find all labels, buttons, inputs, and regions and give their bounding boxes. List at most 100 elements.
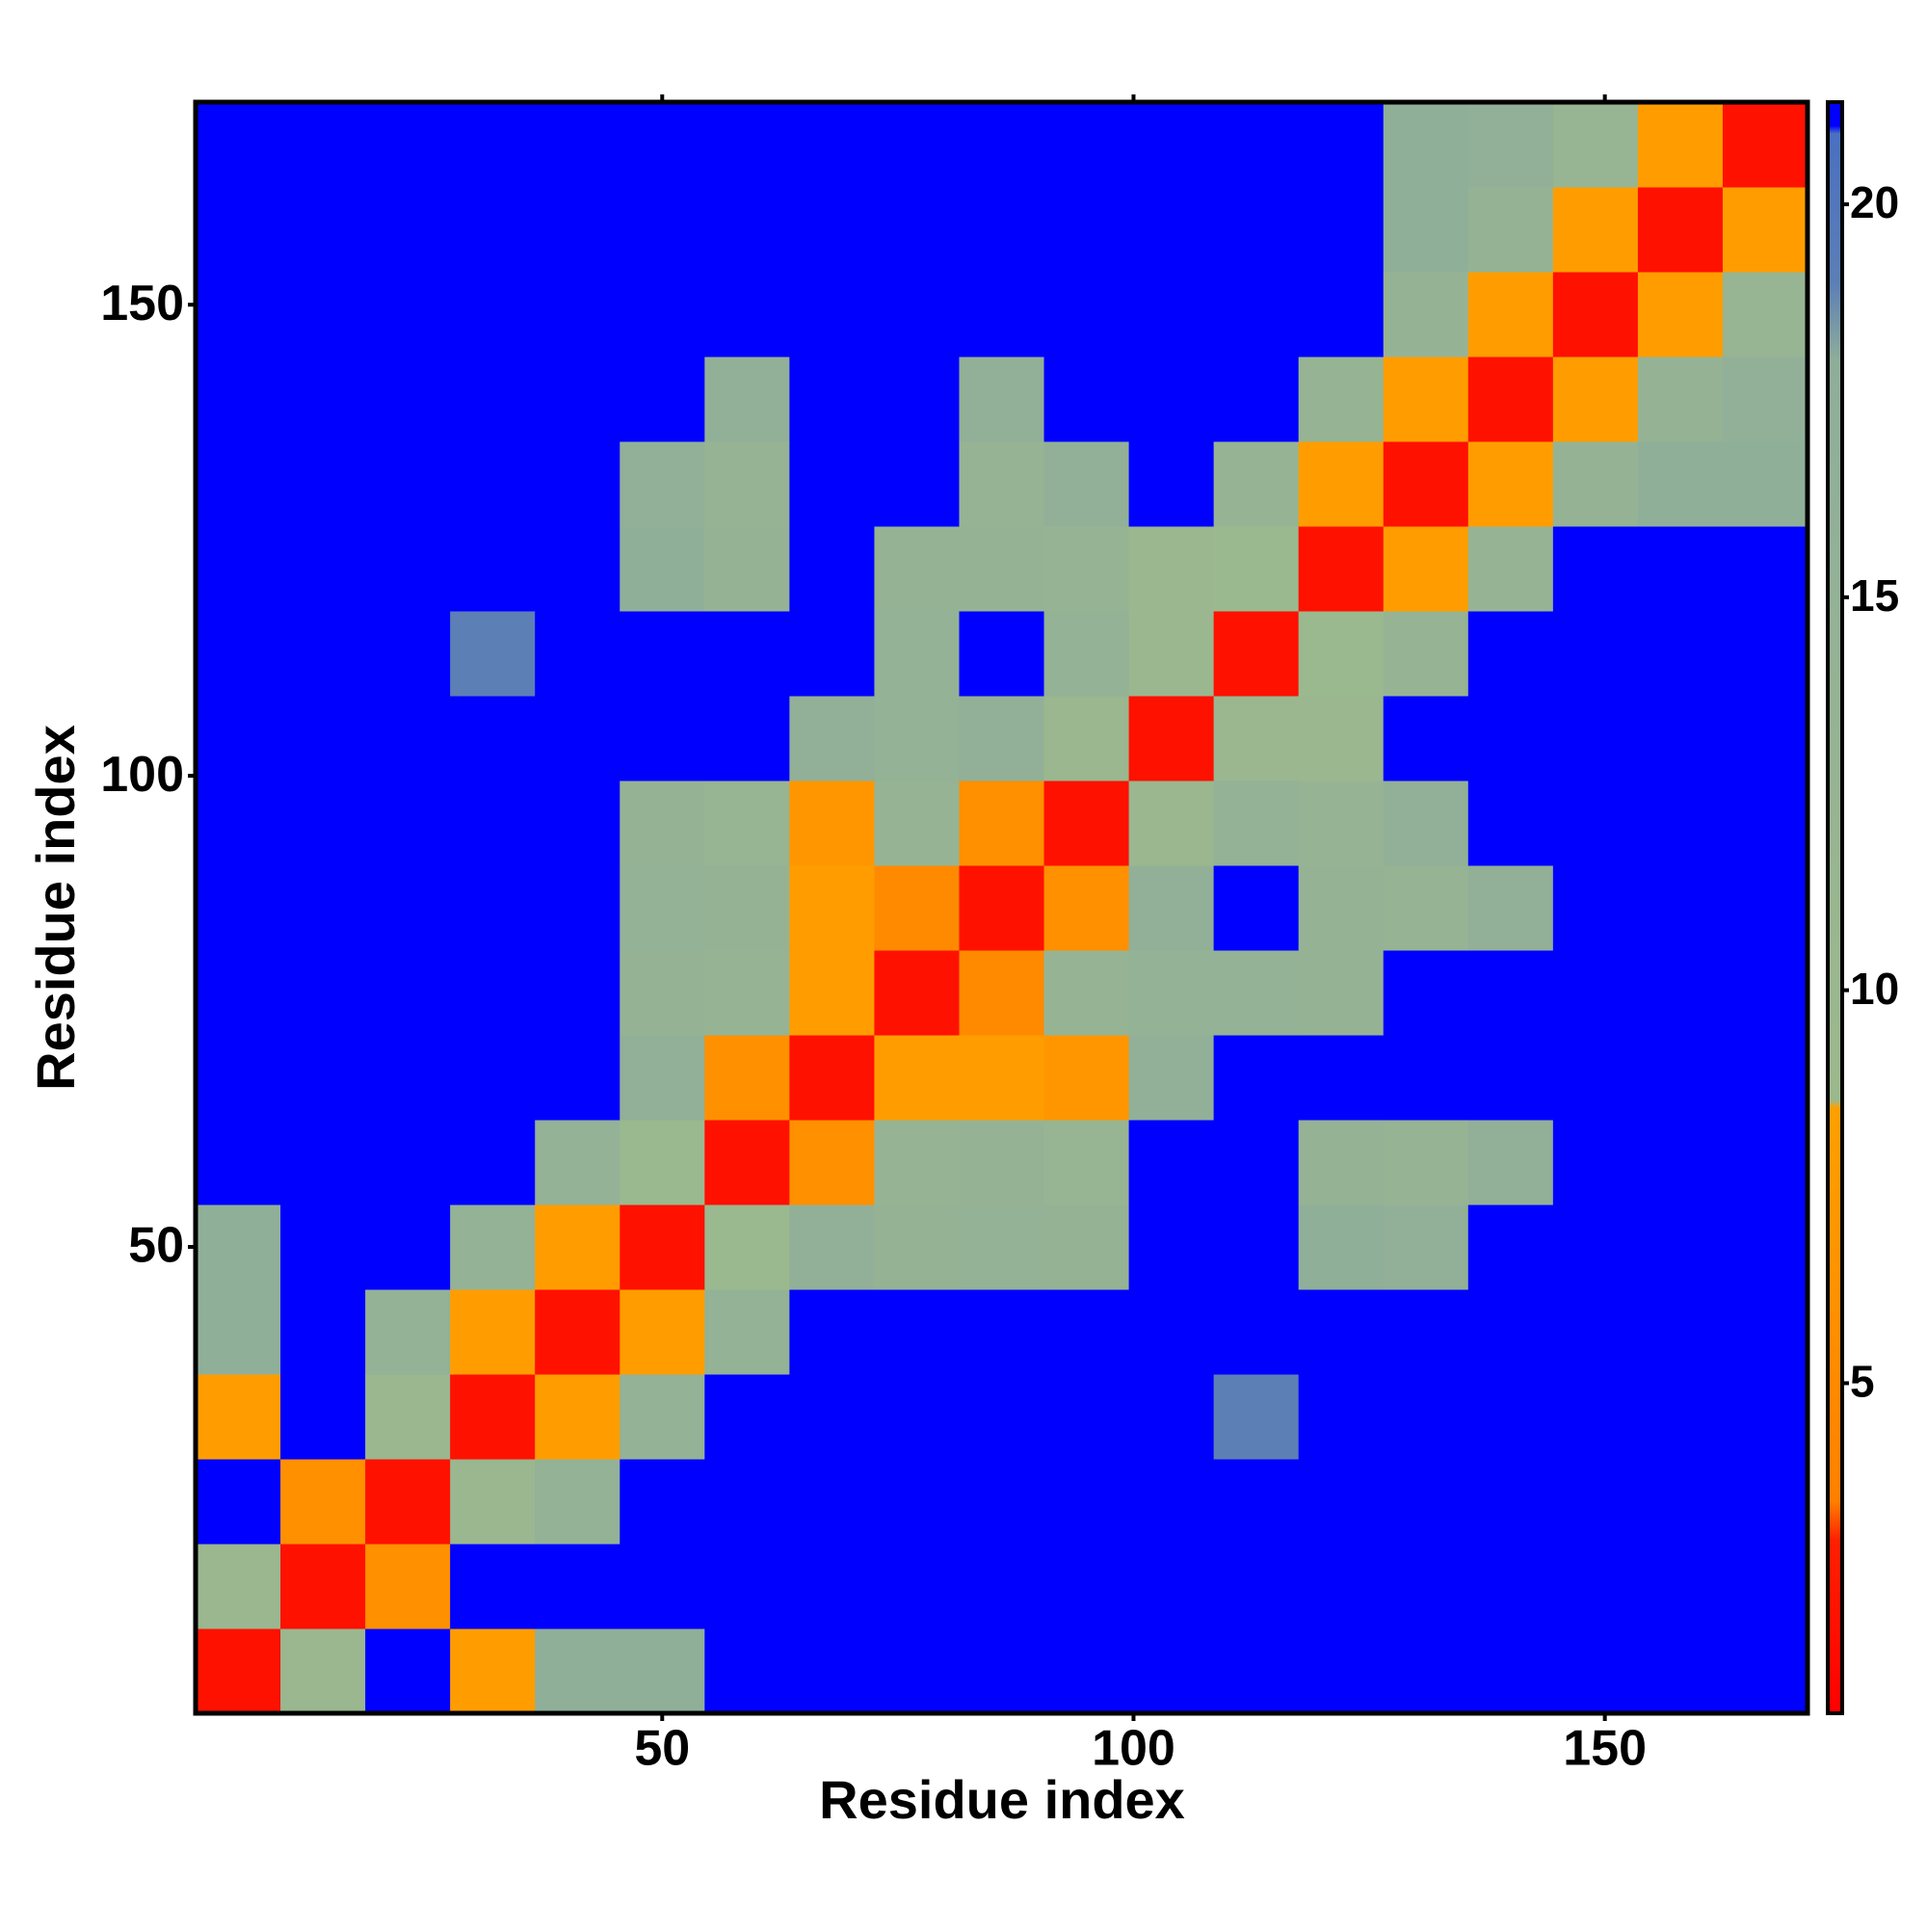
heatmap-cell	[959, 781, 1045, 866]
heatmap-cell	[196, 950, 281, 1036]
heatmap-cell	[704, 1628, 790, 1714]
heatmap-cell	[620, 187, 705, 273]
heatmap-cell	[1637, 272, 1724, 357]
heatmap-cell	[874, 1120, 960, 1205]
heatmap-cell	[789, 781, 875, 866]
colorbar	[1826, 100, 1844, 1715]
heatmap-cell	[196, 696, 281, 781]
heatmap-cell	[1467, 781, 1554, 866]
heatmap-cell	[1722, 865, 1808, 951]
heatmap-cell	[1467, 1289, 1554, 1375]
heatmap-cell	[1552, 1035, 1639, 1121]
heatmap-cell	[365, 696, 451, 781]
heatmap-cell	[1043, 1204, 1130, 1290]
heatmap-cell	[959, 1374, 1045, 1460]
heatmap-cell	[1467, 1459, 1554, 1545]
heatmap-cell	[1467, 441, 1554, 527]
heatmap-cell	[789, 1459, 875, 1545]
heatmap-cell	[196, 1204, 281, 1290]
x-tick-label: 150	[1563, 1721, 1647, 1777]
heatmap-cell	[1637, 526, 1724, 612]
heatmap-cell	[959, 1628, 1045, 1714]
heatmap-cell	[535, 1204, 620, 1290]
heatmap-cell	[1128, 526, 1215, 612]
heatmap-cell	[704, 357, 790, 442]
heatmap-cell	[704, 1035, 790, 1121]
heatmap-cell	[450, 781, 536, 866]
heatmap-cell	[1128, 102, 1215, 188]
heatmap-cell	[1637, 781, 1724, 866]
heatmap-cell	[620, 1120, 705, 1205]
heatmap-cell	[1467, 696, 1554, 781]
heatmap-cell	[789, 865, 875, 951]
heatmap-cell	[704, 611, 790, 697]
heatmap-cell	[1128, 272, 1215, 357]
heatmap-cell	[1043, 865, 1130, 951]
heatmap-cell	[1722, 1035, 1808, 1121]
heatmap-cell	[620, 526, 705, 612]
heatmap-cell	[535, 1459, 620, 1545]
heatmap-cell	[1213, 781, 1300, 866]
heatmap-cell	[1467, 1374, 1554, 1460]
heatmap-cell	[789, 950, 875, 1036]
heatmap-cell	[365, 526, 451, 612]
x-tick-label: 50	[634, 1721, 690, 1777]
heatmap-cell	[1213, 357, 1300, 442]
heatmap-cell	[196, 1544, 281, 1629]
heatmap-cell	[874, 950, 960, 1036]
heatmap-cell	[1552, 1459, 1639, 1545]
heatmap-cell	[1552, 1374, 1639, 1460]
heatmap-cell	[704, 526, 790, 612]
heatmap-cell	[1552, 357, 1639, 442]
heatmap-cell	[280, 272, 366, 357]
heatmap-cell	[1213, 102, 1300, 188]
heatmap-cell	[1467, 865, 1554, 951]
heatmap-cell	[450, 441, 536, 527]
heatmap-cell	[959, 102, 1045, 188]
heatmap-cell	[620, 1289, 705, 1375]
heatmap-cell	[1722, 441, 1808, 527]
heatmap-cell	[620, 441, 705, 527]
heatmap-cell	[1128, 1628, 1215, 1714]
heatmap-cell	[1383, 696, 1469, 781]
heatmap-cell	[959, 1204, 1045, 1290]
heatmap-cell	[874, 526, 960, 612]
heatmap-cell	[1298, 272, 1385, 357]
heatmap-cell	[620, 1459, 705, 1545]
heatmap-cell	[1043, 1544, 1130, 1629]
heatmap-cell	[196, 1289, 281, 1375]
heatmap-cell	[874, 1035, 960, 1121]
y-tick-label: 150	[100, 276, 184, 331]
heatmap-cell	[874, 1544, 960, 1629]
heatmap-cell	[1467, 102, 1554, 188]
heatmap-cell	[1043, 441, 1130, 527]
heatmap-cell	[1383, 1204, 1469, 1290]
heatmap-cell	[450, 187, 536, 273]
heatmap-cell	[1467, 1204, 1554, 1290]
heatmap-cell	[535, 102, 620, 188]
heatmap-cell	[1637, 441, 1724, 527]
heatmap-cell	[1637, 865, 1724, 951]
heatmap-cell	[959, 1120, 1045, 1205]
heatmap-cell	[450, 950, 536, 1036]
heatmap-cell	[1383, 611, 1469, 697]
heatmap-cell	[620, 102, 705, 188]
heatmap-cell	[1467, 611, 1554, 697]
heatmap-cell	[704, 187, 790, 273]
heatmap-cell	[1722, 696, 1808, 781]
heatmap-cell	[535, 1628, 620, 1714]
heatmap-cell	[1383, 272, 1469, 357]
heatmap-cell	[1298, 526, 1385, 612]
heatmap-cell	[1213, 696, 1300, 781]
heatmap-cell	[1043, 526, 1130, 612]
heatmap-cell	[1128, 950, 1215, 1036]
heatmap-cell	[535, 1544, 620, 1629]
heatmap-cell	[789, 187, 875, 273]
heatmap-cell	[1552, 1628, 1639, 1714]
heatmap-cell	[365, 781, 451, 866]
heatmap-cell	[1552, 102, 1639, 188]
heatmap-cell	[1298, 781, 1385, 866]
heatmap-cell	[1637, 611, 1724, 697]
heatmap-cell	[704, 272, 790, 357]
